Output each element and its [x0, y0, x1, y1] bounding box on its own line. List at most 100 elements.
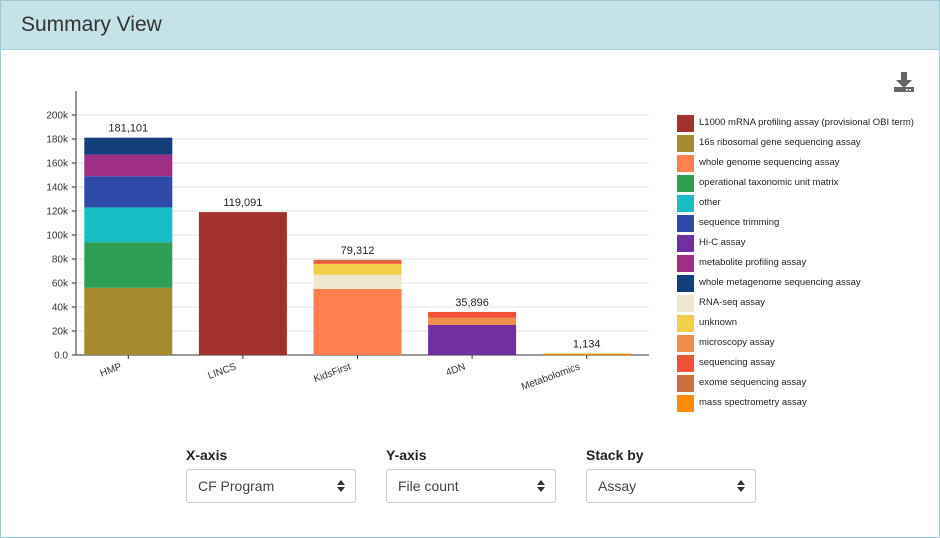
x-tick-label: 4DN — [445, 361, 468, 378]
legend-swatch — [677, 155, 694, 172]
xaxis-select[interactable]: CF Program — [186, 469, 356, 503]
bar-segment — [542, 353, 631, 356]
legend-swatch — [677, 315, 694, 332]
y-tick-label: 80k — [52, 255, 69, 266]
legend-label: 16s ribosomal gene sequencing assay — [699, 137, 861, 148]
legend-swatch — [677, 375, 694, 392]
bar-total-label: 79,312 — [341, 245, 375, 257]
legend-item[interactable]: L1000 mRNA profiling assay (provisional … — [677, 113, 937, 133]
legend-swatch — [677, 355, 694, 372]
legend-swatch — [677, 235, 694, 252]
xaxis-control: X-axis CF Program — [186, 447, 356, 503]
legend-swatch — [677, 175, 694, 192]
bar-segment — [313, 289, 402, 355]
yaxis-select-value: File count — [398, 478, 459, 494]
legend-item[interactable]: sequence trimming — [677, 213, 937, 233]
legend-label: sequence trimming — [699, 217, 780, 228]
legend-item[interactable]: Hi-C assay — [677, 233, 937, 253]
legend-label: Hi-C assay — [699, 237, 746, 248]
legend-swatch — [677, 195, 694, 212]
download-icon[interactable] — [893, 71, 915, 93]
legend-swatch — [677, 395, 694, 412]
bar-total-label: 119,091 — [223, 197, 262, 209]
bar-segment — [313, 259, 402, 262]
stackby-select-value: Assay — [598, 478, 637, 494]
xaxis-select-value: CF Program — [198, 478, 275, 494]
y-tick-label: 180k — [46, 135, 69, 146]
legend-item[interactable]: RNA-seq assay — [677, 293, 937, 313]
legend-swatch — [677, 135, 694, 152]
y-tick-label: 0.0 — [54, 351, 68, 362]
bar-segment — [313, 274, 402, 289]
bar-segment — [84, 176, 173, 208]
y-tick-label: 140k — [46, 183, 69, 194]
bar-total-label: 1,134 — [573, 339, 601, 351]
legend-label: RNA-seq assay — [699, 297, 765, 308]
legend-label: microscopy assay — [699, 337, 775, 348]
xaxis-label: X-axis — [186, 447, 228, 463]
yaxis-label: Y-axis — [386, 447, 427, 463]
legend-item[interactable]: whole metagenome sequencing assay — [677, 273, 937, 293]
bar-segment — [84, 207, 173, 243]
bar-segment — [84, 242, 173, 288]
legend-item[interactable]: other — [677, 193, 937, 213]
y-tick-label: 60k — [52, 279, 69, 290]
legend-label: unknown — [699, 317, 738, 328]
x-tick-label: HMP — [99, 361, 124, 379]
legend-label: L1000 mRNA profiling assay (provisional … — [699, 117, 914, 128]
select-arrows-icon — [337, 480, 345, 492]
legend-label: exome sequencing assay — [699, 377, 807, 388]
legend-label: metabolite profiling assay — [699, 257, 807, 268]
page-title: Summary View — [21, 13, 162, 36]
bar-total-label: 181,101 — [108, 123, 148, 135]
bar-segment — [428, 325, 517, 355]
legend-item[interactable]: 16s ribosomal gene sequencing assay — [677, 133, 937, 153]
stackby-control: Stack by Assay — [586, 447, 756, 503]
legend-label: other — [699, 197, 721, 208]
y-tick-label: 200k — [46, 111, 69, 122]
yaxis-select[interactable]: File count — [386, 469, 556, 503]
legend-item[interactable]: operational taxonomic unit matrix — [677, 173, 937, 193]
panel-header: Summary View — [1, 1, 939, 50]
x-tick-label: LINCS — [206, 361, 238, 382]
bar-segment — [84, 137, 173, 155]
y-tick-label: 120k — [46, 207, 69, 218]
stackby-label: Stack by — [586, 447, 644, 463]
y-tick-label: 100k — [46, 231, 69, 242]
legend-label: sequencing assay — [699, 357, 776, 368]
bar-segment — [428, 311, 517, 318]
legend-item[interactable]: microscopy assay — [677, 333, 937, 353]
legend-item[interactable]: mass spectrometry assay — [677, 393, 937, 413]
legend-item[interactable]: metabolite profiling assay — [677, 253, 937, 273]
bar-total-label: 35,896 — [455, 297, 489, 309]
bar-segment — [313, 263, 402, 275]
legend-item[interactable]: unknown — [677, 313, 937, 333]
legend-item[interactable]: sequencing assay — [677, 353, 937, 373]
legend-item[interactable]: exome sequencing assay — [677, 373, 937, 393]
legend-swatch — [677, 295, 694, 312]
y-tick-label: 20k — [52, 327, 69, 338]
x-tick-label: KidsFirst — [312, 361, 353, 385]
bar-segment — [428, 317, 517, 325]
chart-legend: L1000 mRNA profiling assay (provisional … — [677, 113, 937, 413]
legend-label: mass spectrometry assay — [699, 397, 807, 408]
y-tick-label: 40k — [52, 303, 69, 314]
legend-item[interactable]: whole genome sequencing assay — [677, 153, 937, 173]
legend-swatch — [677, 275, 694, 292]
legend-swatch — [677, 335, 694, 352]
select-arrows-icon — [537, 480, 545, 492]
select-arrows-icon — [737, 480, 745, 492]
legend-swatch — [677, 215, 694, 232]
legend-swatch — [677, 255, 694, 272]
yaxis-control: Y-axis File count — [386, 447, 556, 503]
bar-segment — [198, 212, 287, 355]
x-tick-label: Metabolomics — [520, 361, 582, 392]
stackby-select[interactable]: Assay — [586, 469, 756, 503]
legend-swatch — [677, 115, 694, 132]
bar-segment — [84, 287, 173, 355]
y-tick-label: 160k — [46, 159, 69, 170]
bar-segment — [84, 154, 173, 177]
stacked-bar-chart: 0.0 20k 40k 60k 80k 100k 120k 140k 160k 180k 200k 1… — [46, 91, 649, 393]
bar-segment — [313, 261, 402, 264]
